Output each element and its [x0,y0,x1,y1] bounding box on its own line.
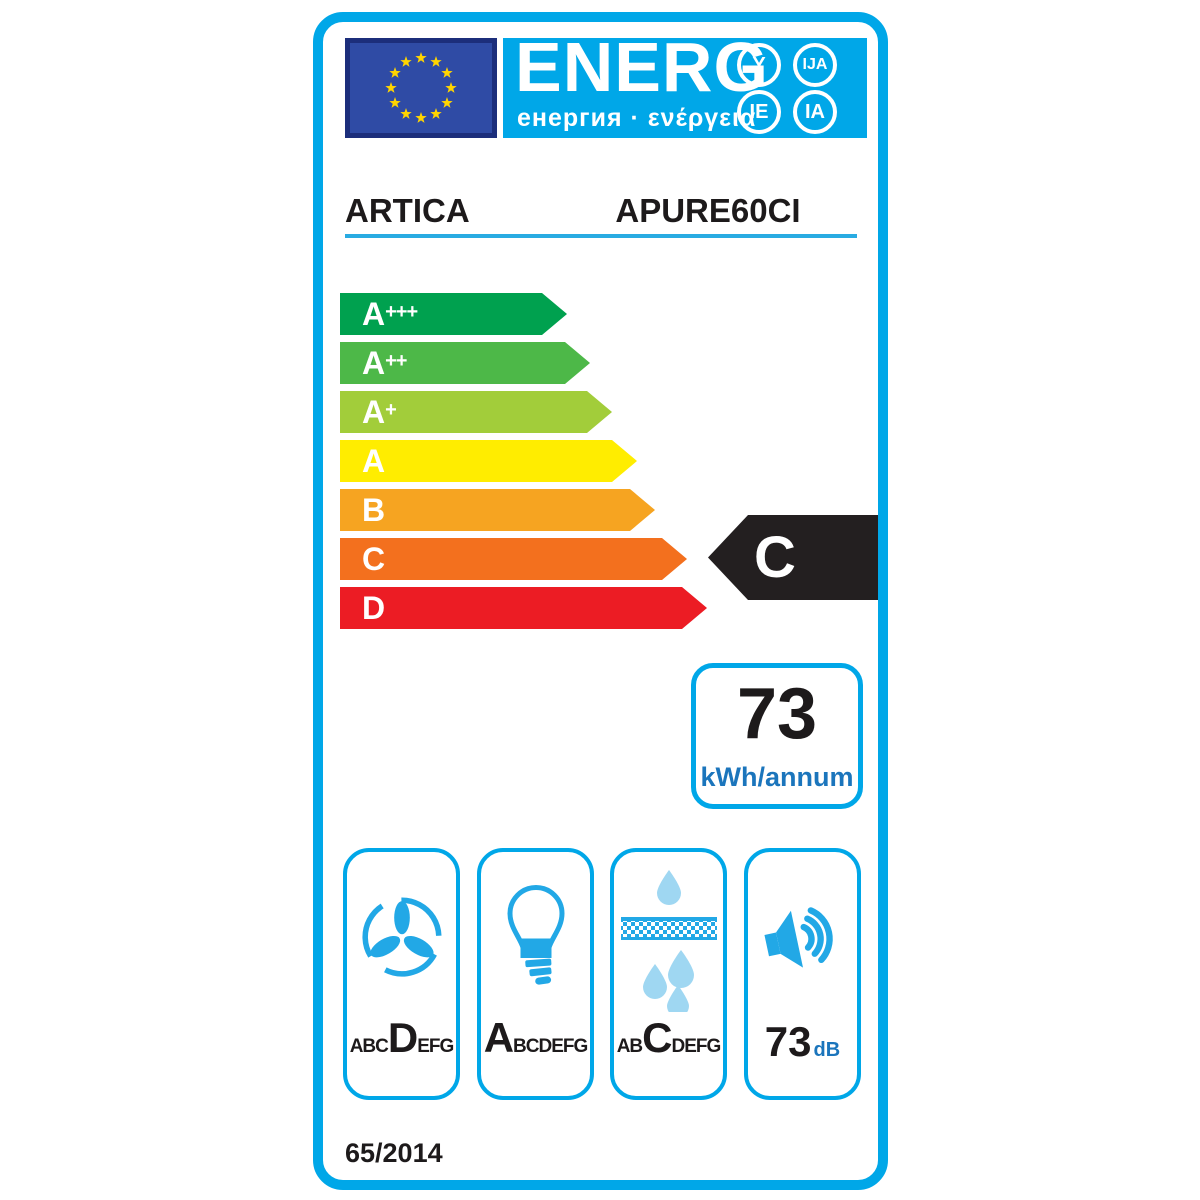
energy-label: ENERG енергия · ενέργεια Y IJA IE IA ART… [313,12,888,1190]
rating-bar-label: A+ [362,394,396,430]
noise-reading: 73 dB [748,1018,857,1066]
energ-header: ENERG енергия · ενέργεια Y IJA IE IA [503,38,867,138]
energy-consumption-box: 73 kWh/annum [691,663,863,809]
noise-value: 73 [764,1018,812,1065]
energ-subtitle: енергия · ενέργεια [517,104,757,132]
bulb-icon [481,852,590,1022]
eu-flag-stars [385,52,457,123]
scale-grade: C [642,1014,672,1061]
rating-bar-6: D [340,587,707,629]
rating-bar-2: A+ [340,391,612,433]
metric-box-lighting: A BCDEFG [477,848,594,1100]
energ-wordmark: ENERG [515,38,769,106]
metric-box-fluid-dynamic: ABC D EFG [343,848,460,1100]
fan-icon [347,852,456,1022]
class-indicator-letter: C [754,525,796,590]
scale-before: ABC [349,1036,389,1057]
scale-after: BCDEFG [513,1036,588,1057]
regulation-number: 65/2014 [345,1138,443,1168]
rating-bar-label: A++ [362,345,407,381]
metric-box-grease-filtering: AB C DEFG [610,848,727,1100]
model-name: APURE60CI [615,192,801,229]
lang-circle-ija: IJA [793,43,837,87]
brand-name: ARTICA [345,192,470,229]
scale-before: AB [616,1036,643,1057]
rating-bar-label: C [362,541,386,577]
rating-bar-label: A+++ [362,296,418,332]
class-indicator-arrow: C [708,515,878,600]
eu-flag-icon [345,38,497,138]
scale-grade: A [483,1014,514,1061]
rating-bar-0: A+++ [340,293,567,335]
rating-bar-4: B [340,489,655,531]
header-rule [345,234,857,238]
rating-bar-label: B [362,492,386,528]
rating-bar-1: A++ [340,342,590,384]
lang-circle-y: Y [737,43,781,87]
rating-bar-label: A [362,443,386,479]
scale-after: DEFG [671,1036,722,1057]
metric-box-noise: 73 dB [744,848,861,1100]
rating-bar-label: D [362,590,386,626]
lang-circle-ie: IE [737,90,781,134]
speaker-icon [748,852,857,1022]
rating-bar-3: A [340,440,637,482]
energy-consumption-unit: kWh/annum [700,762,854,792]
scale-after: EFG [417,1036,454,1057]
energy-consumption-value: 73 [736,674,818,754]
scale-grade: D [387,1014,418,1061]
lang-circle-ia: IA [793,90,837,134]
water-droplets-filter-icon [614,852,723,1022]
rating-bar-5: C [340,538,687,580]
noise-unit: dB [813,1039,841,1061]
